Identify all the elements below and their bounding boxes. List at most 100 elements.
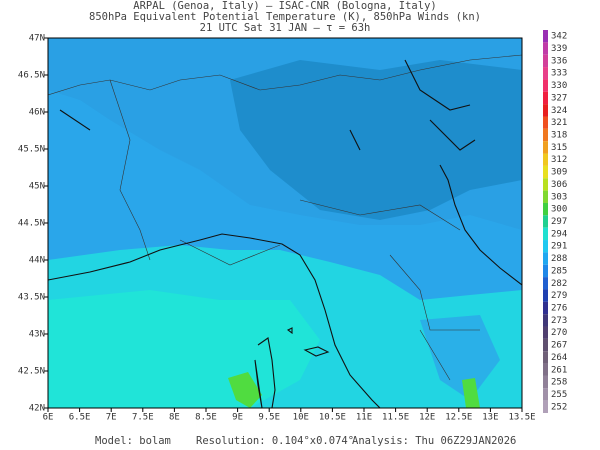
x-tick-label: 12E: [419, 413, 435, 423]
colorbar-swatch: [543, 264, 548, 278]
y-tick-label: 43N: [29, 330, 45, 340]
colorbar-swatch: [543, 227, 548, 241]
colorbar-swatch: [543, 240, 548, 253]
colorbar-swatch: [543, 351, 548, 364]
colorbar-swatch: [543, 165, 548, 179]
colorbar-label: 258: [551, 378, 567, 388]
colorbar-swatch: [543, 30, 548, 43]
colorbar-label: 324: [551, 106, 567, 116]
colorbar-label: 270: [551, 328, 567, 338]
colorbar-label: 261: [551, 365, 567, 375]
y-tick-label: 42.5N: [18, 367, 45, 377]
colorbar-label: 291: [551, 242, 567, 252]
x-tick-label: 10.5E: [319, 413, 346, 423]
colorbar-label: 267: [551, 341, 567, 351]
x-tick-label: 6E: [43, 413, 54, 423]
model: Model: bolam: [95, 435, 171, 447]
colorbar-label: 312: [551, 155, 567, 165]
analysis: Analysis: Thu 06Z29JAN2026: [352, 435, 516, 447]
colorbar-label: 273: [551, 316, 567, 326]
colorbar-swatch: [543, 388, 548, 401]
title-line: 850hPa Equivalent Potential Temperature …: [89, 11, 481, 23]
resolution: Resolution: 0.104°x0.074°: [196, 435, 354, 447]
colorbar-swatch: [543, 326, 548, 339]
colorbar-label: 264: [551, 353, 567, 363]
y-tick-label: 46.5N: [18, 71, 45, 81]
colorbar-label: 303: [551, 192, 567, 202]
y-tick-label: 47N: [29, 34, 45, 44]
colorbar-swatch: [543, 128, 548, 142]
x-tick-label: 12.5E: [445, 413, 472, 423]
y-tick-label: 44N: [29, 256, 45, 266]
x-tick-label: 7.5E: [132, 413, 154, 423]
x-tick-label: 11E: [356, 413, 372, 423]
colorbar-label: 300: [551, 205, 567, 215]
colorbar-swatch: [543, 215, 548, 228]
axes: 6E 6.5E 7E 7.5E 8E 8.5E 9E 9.5E 10E 10.5E 11E 11.5E…: [18, 34, 536, 423]
y-tick-label: 45.5N: [18, 145, 45, 155]
colorbar-label: 315: [551, 143, 567, 153]
colorbar-swatch: [543, 375, 548, 389]
colorbar-swatch: [543, 91, 548, 105]
x-tick-label: 9.5E: [258, 413, 280, 423]
colorbar-label: 276: [551, 303, 567, 313]
footer: Model: bolam Resolution: 0.104°x0.074° A…: [95, 435, 516, 447]
colorbar-swatch: [543, 79, 548, 92]
x-tick-label: 8.5E: [195, 413, 217, 423]
colorbar-swatch: [543, 252, 548, 265]
y-tick-label: 44.5N: [18, 219, 45, 229]
colorbar-label: 336: [551, 56, 567, 66]
colorbar-label: 285: [551, 266, 567, 276]
colorbar: 342 339 336 333 330 327 324 321 318 315 312 309 306 3…: [543, 30, 567, 413]
colorbar-label: 297: [551, 217, 567, 227]
colorbar-label: 327: [551, 93, 567, 103]
colorbar-swatch: [543, 289, 548, 302]
x-tick-label: 8E: [169, 413, 180, 423]
y-tick-label: 45N: [29, 182, 45, 192]
title-line: ARPAL (Genoa, Italy) — ISAC-CNR (Bologna…: [133, 0, 436, 12]
colorbar-swatch: [543, 277, 548, 290]
colorbar-swatch: [543, 178, 548, 191]
colorbar-label: 279: [551, 291, 567, 301]
colorbar-swatch: [543, 67, 548, 80]
x-tick-label: 13.5E: [508, 413, 535, 423]
colorbar-label: 333: [551, 69, 567, 79]
x-tick-label: 9E: [232, 413, 243, 423]
colorbar-swatch: [543, 104, 548, 117]
colorbar-swatch: [543, 202, 548, 216]
colorbar-swatch: [543, 338, 548, 352]
colorbar-label: 342: [551, 32, 567, 42]
colorbar-label: 306: [551, 180, 567, 190]
colorbar-swatch: [543, 141, 548, 154]
colorbar-swatch: [543, 116, 548, 129]
header: ARPAL (Genoa, Italy) — ISAC-CNR (Bologna…: [89, 0, 481, 34]
title-line: 21 UTC Sat 31 JAN — τ = 63h: [200, 22, 371, 34]
colorbar-label: 255: [551, 390, 567, 400]
colorbar-swatch: [543, 42, 548, 55]
map-field: [48, 38, 522, 408]
colorbar-swatch: [543, 153, 548, 166]
y-tick-label: 46N: [29, 108, 45, 118]
colorbar-label: 309: [551, 168, 567, 178]
colorbar-label: 339: [551, 44, 567, 54]
colorbar-label: 318: [551, 131, 567, 141]
x-tick-label: 10E: [293, 413, 309, 423]
colorbar-swatch: [543, 400, 548, 413]
y-tick-label: 43.5N: [18, 293, 45, 303]
colorbar-label: 321: [551, 118, 567, 128]
colorbar-label: 252: [551, 402, 567, 412]
colorbar-swatch: [543, 54, 548, 68]
x-tick-label: 13E: [482, 413, 498, 423]
x-tick-label: 6.5E: [69, 413, 91, 423]
colorbar-swatch: [543, 190, 548, 203]
colorbar-label: 282: [551, 279, 567, 289]
colorbar-swatch: [543, 301, 548, 315]
y-tick-label: 42N: [29, 404, 45, 414]
x-tick-label: 11.5E: [382, 413, 409, 423]
colorbar-swatch: [543, 314, 548, 327]
colorbar-label: 288: [551, 254, 567, 264]
colorbar-label: 294: [551, 229, 567, 239]
colorbar-label: 330: [551, 81, 567, 91]
colorbar-swatch: [543, 363, 548, 376]
